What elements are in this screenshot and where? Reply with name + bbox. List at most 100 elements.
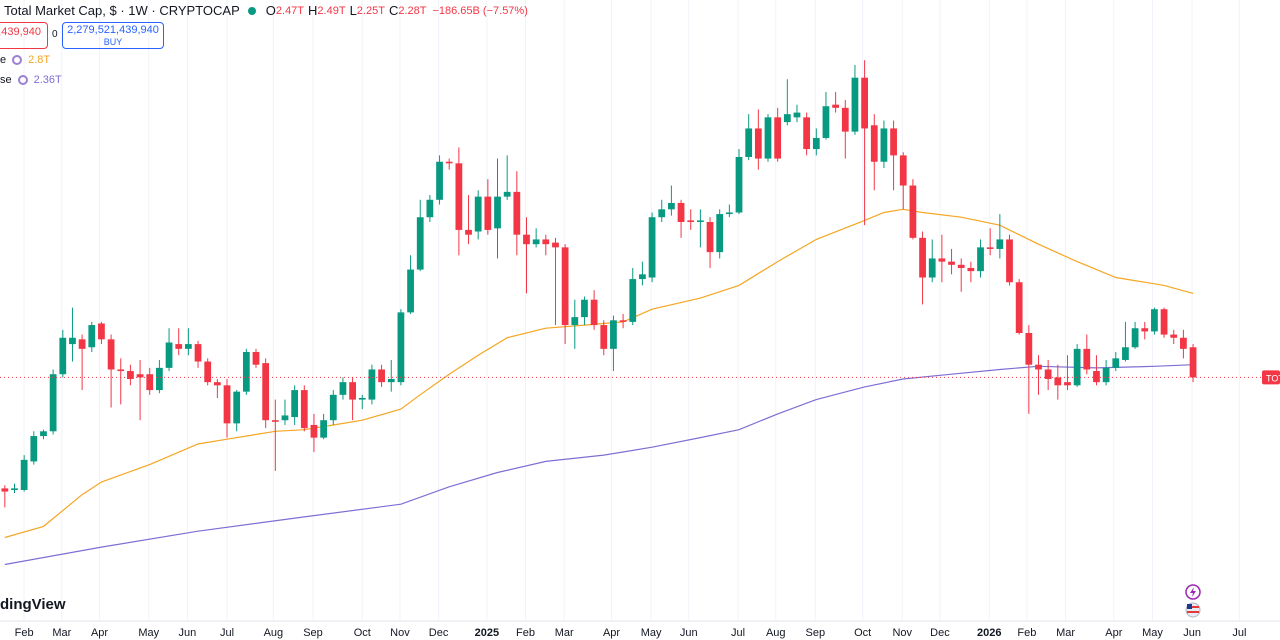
buy-button[interactable]: 2,279,521,439,940 BUY (62, 22, 164, 49)
candle-body (610, 320, 617, 349)
ohlc-value: 2.47T (275, 4, 305, 17)
candle-body (49, 374, 57, 432)
x-tick-label: Jun (179, 627, 197, 639)
candle-body (1083, 348, 1091, 370)
candle-body (223, 385, 231, 424)
x-tick-label: Oct (354, 627, 371, 639)
candle-body (977, 247, 984, 272)
x-tick-label: Feb (1017, 627, 1036, 639)
candle-body (1064, 382, 1071, 386)
candle-body (861, 77, 868, 129)
candle-body (387, 378, 395, 383)
x-tick-label: Dec (930, 627, 950, 639)
ohlc-label: H (308, 3, 318, 18)
x-tick-label: Aug (766, 627, 786, 639)
candle-body (1160, 309, 1168, 335)
candle-body (822, 106, 830, 138)
candle-body (754, 128, 762, 159)
ohlc-value: 2.28T (398, 4, 427, 17)
candle-body (165, 342, 173, 368)
candle-body (890, 128, 897, 156)
candle-body (1122, 347, 1129, 360)
candle-body (494, 196, 501, 229)
price-tag-label: TOT (1266, 373, 1280, 383)
region-icon-stripe (1187, 606, 1199, 608)
candle-body (1015, 282, 1023, 333)
candle-body (793, 112, 801, 118)
candle-body (919, 237, 926, 278)
candle-body (40, 431, 47, 437)
candle-body (581, 299, 588, 318)
candle-body (938, 258, 946, 262)
ohlc-label: O (265, 3, 276, 18)
candle-body (764, 117, 772, 159)
candle-body (426, 199, 434, 218)
sell-button[interactable]: ,439,940 (0, 22, 48, 49)
candle-body (503, 191, 511, 197)
candle-body (899, 155, 907, 186)
alert-icon[interactable] (1185, 584, 1201, 600)
candle-body (20, 459, 28, 490)
buy-label: BUY (103, 37, 123, 47)
candle-body (1141, 328, 1149, 332)
x-tick-label: Aug (264, 627, 284, 639)
candle-body (1, 488, 9, 492)
candle-body (687, 220, 695, 222)
candle-body (1044, 369, 1052, 379)
candle-body (696, 220, 704, 222)
x-tick-label: Jul (220, 627, 234, 639)
candle-body (1093, 371, 1100, 383)
candle-body (59, 337, 67, 375)
header: Total Market Cap, $ · 1W · CRYPTOCAP O 2.… (4, 3, 528, 18)
candle-body (69, 337, 76, 345)
brand-logo: dingView (0, 596, 66, 613)
x-tick-label: Apr (1105, 627, 1122, 639)
candle-body (1054, 377, 1062, 386)
candle-body (716, 214, 724, 253)
spread: 0 (52, 29, 58, 40)
candle-body (455, 163, 463, 230)
candle-body (619, 320, 627, 322)
x-tick-label: Feb (15, 627, 34, 639)
candle-body (184, 344, 192, 349)
x-tick-label: Dec (429, 627, 449, 639)
candle-body (1102, 367, 1110, 383)
candle-body (88, 325, 96, 348)
candle-body (358, 398, 366, 400)
x-tick-label: 2025 (475, 627, 499, 639)
candle-body (175, 344, 183, 349)
candle-body (1180, 337, 1187, 349)
candle-body (349, 382, 356, 400)
candle-body (590, 299, 598, 326)
legend-icon[interactable] (12, 55, 23, 65)
candle-body (117, 369, 125, 372)
candle-body (271, 420, 279, 422)
legend-name: se (0, 74, 12, 86)
candle-body (252, 352, 260, 365)
buy-price: 2,279,521,439,940 (67, 24, 159, 36)
candle-body (11, 488, 18, 490)
candle-body (648, 217, 656, 278)
candle-body (320, 420, 328, 438)
candle-body (783, 114, 791, 123)
price-tag (1262, 370, 1280, 385)
x-tick-label: Mar (52, 627, 71, 639)
x-tick-label: Nov (892, 627, 912, 639)
candle-body (310, 424, 318, 438)
candle-body (136, 374, 144, 378)
symbol-title: Total Market Cap, $ · 1W · CRYPTOCAP (4, 3, 240, 18)
candle-body (1131, 328, 1139, 348)
candle-body (1073, 348, 1081, 386)
candle-body (571, 317, 579, 326)
candle-body (407, 269, 414, 313)
legend-value: 2.8T (28, 54, 51, 66)
x-tick-label: May (1142, 627, 1163, 639)
candle-body (523, 234, 530, 245)
candle-body (1025, 332, 1033, 365)
candle-body (146, 374, 154, 391)
legend-icon[interactable] (17, 75, 28, 85)
candle-body (1170, 334, 1178, 338)
candle-body (967, 267, 975, 272)
candle-body (542, 239, 550, 245)
